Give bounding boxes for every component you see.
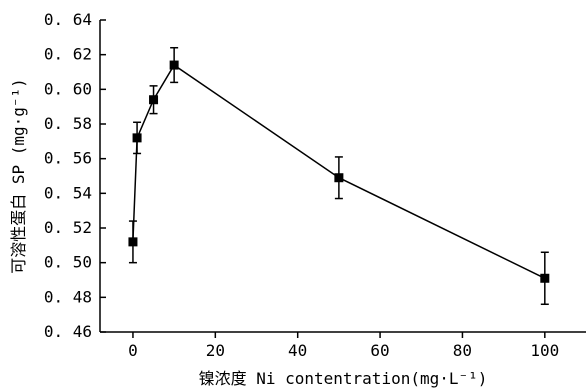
y-tick-label: 0. 46 — [44, 322, 92, 341]
data-point — [540, 273, 550, 283]
y-tick-label: 0. 60 — [44, 79, 92, 98]
series-group — [128, 46, 550, 306]
data-point — [169, 60, 179, 70]
y-tick-label: 0. 54 — [44, 183, 92, 202]
x-tick-label: 40 — [288, 341, 307, 360]
data-point — [334, 173, 344, 183]
x-tick-label: 60 — [370, 341, 389, 360]
data-point — [132, 133, 142, 143]
y-tick-label: 0. 64 — [44, 10, 92, 29]
x-tick-label: 100 — [530, 341, 559, 360]
y-tick-label: 0. 50 — [44, 253, 92, 272]
x-axis-ticks: 0 20 40 60 80 100 — [128, 332, 559, 360]
x-tick-label: 80 — [453, 341, 472, 360]
x-tick-label: 0 — [128, 341, 138, 360]
axes — [99, 20, 586, 333]
y-tick-label: 0. 58 — [44, 114, 92, 133]
series-line — [132, 64, 546, 279]
y-tick-label: 0. 62 — [44, 45, 92, 64]
x-tick-label: 20 — [206, 341, 225, 360]
y-tick-label: 0. 56 — [44, 149, 92, 168]
y-tick-label: 0. 52 — [44, 218, 92, 237]
x-axis-title: 镍浓度 Ni contentration(mg·L⁻¹) — [199, 369, 488, 388]
y-axis-title: 可溶性蛋白 SP (mg·g⁻¹) — [9, 78, 28, 274]
y-tick-label: 0. 48 — [44, 287, 92, 306]
y-axis-ticks: 0. 46 0. 48 0. 50 0. 52 0. 54 0. 56 0. 58 0. 60… — [44, 10, 106, 341]
data-point — [128, 237, 138, 247]
data-point — [149, 95, 159, 105]
